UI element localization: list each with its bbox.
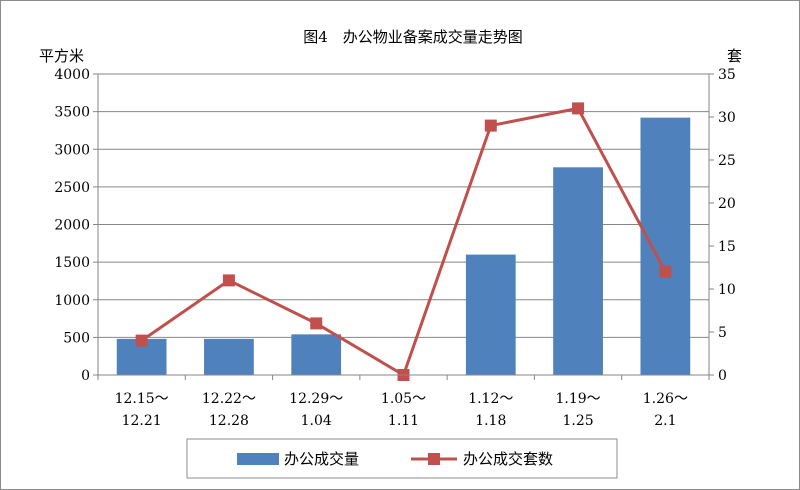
left-tick-label: 1500	[54, 255, 90, 271]
line-point	[135, 334, 148, 347]
left-tick-label: 0	[81, 368, 90, 384]
x-tick-label: 1.04	[301, 413, 332, 429]
x-tick-label: 12.29～	[289, 391, 343, 407]
line-point	[222, 274, 235, 287]
right-tick-label: 5	[718, 325, 727, 341]
x-tick-label: 12.22～	[202, 391, 256, 407]
legend-bar-label: 办公成交量	[284, 450, 359, 468]
x-tick-label: 1.12～	[468, 391, 513, 407]
left-axis-ticks: 0 500 1000 1500 2000 2500 3000 3500 4000	[54, 67, 98, 384]
right-tick-label: 35	[718, 67, 736, 83]
x-tick-label: 2.1	[654, 413, 676, 429]
x-tick-label: 12.15～	[115, 391, 169, 407]
right-axis-unit: 套	[727, 47, 742, 65]
x-tick-label: 12.21	[122, 413, 162, 429]
left-tick-label: 500	[63, 330, 90, 346]
left-tick-label: 3000	[54, 142, 90, 158]
right-axis-ticks: 0 5 10 15 20 25 30 35	[709, 67, 736, 384]
left-tick-label: 2500	[54, 180, 90, 196]
x-tick-label: 1.26～	[643, 391, 688, 407]
x-tick-label: 1.19～	[555, 391, 600, 407]
line-point	[572, 102, 585, 115]
right-tick-label: 20	[718, 196, 736, 212]
left-tick-label: 3500	[54, 105, 90, 121]
axes	[97, 74, 710, 380]
left-tick-label: 1000	[54, 293, 90, 309]
right-tick-label: 15	[718, 239, 736, 255]
left-tick-label: 4000	[54, 67, 90, 83]
chart-title: 图4 办公物业备案成交量走势图	[303, 28, 523, 46]
bar	[465, 254, 516, 375]
x-tick-label: 1.05～	[381, 391, 426, 407]
right-tick-label: 30	[718, 110, 736, 126]
legend-line-marker	[428, 453, 440, 465]
right-tick-label: 10	[718, 282, 736, 298]
bar	[291, 334, 342, 375]
left-axis-unit: 平方米	[39, 47, 84, 65]
left-tick-label: 2000	[54, 218, 90, 234]
legend: 办公成交量 办公成交套数	[186, 438, 618, 479]
line-point	[659, 265, 672, 278]
right-tick-label: 0	[718, 368, 727, 384]
right-tick-label: 25	[718, 153, 736, 169]
line-point	[310, 317, 323, 330]
bar	[553, 167, 603, 375]
x-axis-labels: 12.15～ 12.21 12.22～ 12.28 12.29～ 1.04 1.05～ 1.1…	[115, 391, 688, 429]
line-point	[484, 119, 497, 132]
x-tick-label: 12.28	[209, 413, 249, 429]
gridlines	[98, 73, 709, 338]
x-tick-label: 1.18	[475, 413, 506, 429]
bar-series	[116, 117, 691, 376]
legend-bar-swatch	[237, 453, 279, 465]
x-tick-label: 1.25	[562, 413, 593, 429]
bar	[640, 117, 691, 376]
bar	[204, 338, 254, 375]
x-tick-label: 1.11	[388, 413, 419, 429]
legend-line-label: 办公成交套数	[463, 450, 553, 468]
